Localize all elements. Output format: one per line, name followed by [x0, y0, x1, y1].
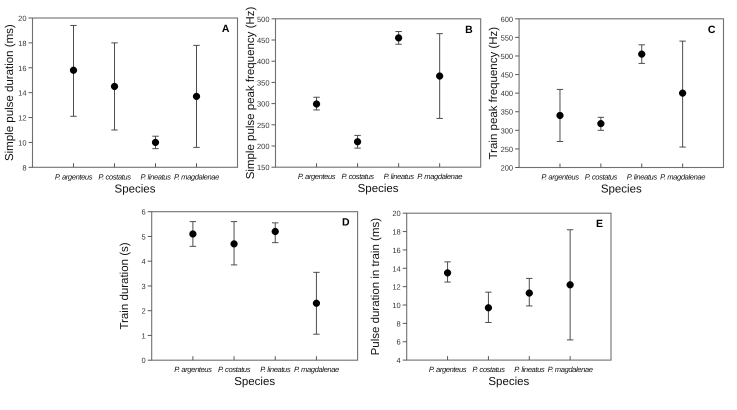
- svg-text:600: 600: [501, 15, 514, 24]
- svg-text:200: 200: [501, 164, 514, 173]
- svg-text:3: 3: [142, 282, 146, 291]
- svg-text:350: 350: [501, 108, 514, 117]
- svg-text:12: 12: [392, 283, 400, 292]
- svg-text:400: 400: [501, 89, 514, 98]
- svg-text:300: 300: [257, 100, 270, 109]
- svg-text:Simple pulse duration (ms): Simple pulse duration (ms): [4, 24, 16, 161]
- svg-text:P. costatus: P. costatus: [472, 365, 505, 374]
- svg-text:P. lineatus: P. lineatus: [627, 173, 658, 182]
- svg-text:4: 4: [397, 356, 401, 365]
- svg-text:6: 6: [142, 208, 146, 217]
- svg-text:P. argenteus: P. argenteus: [174, 365, 212, 374]
- svg-text:14: 14: [18, 89, 26, 98]
- svg-text:8: 8: [397, 319, 401, 328]
- svg-text:C: C: [708, 24, 716, 36]
- svg-text:Species: Species: [358, 183, 399, 195]
- svg-text:Train duration (s): Train duration (s): [119, 242, 131, 329]
- svg-text:1: 1: [142, 331, 146, 340]
- svg-text:14: 14: [392, 264, 400, 273]
- svg-text:P. costatus: P. costatus: [341, 172, 374, 181]
- svg-text:350: 350: [257, 78, 270, 87]
- svg-text:4: 4: [142, 257, 146, 266]
- svg-text:E: E: [596, 218, 603, 230]
- svg-text:P. costatus: P. costatus: [585, 173, 618, 182]
- svg-text:18: 18: [392, 228, 400, 237]
- svg-text:150: 150: [257, 163, 270, 172]
- svg-text:Train peak frequency (Hz): Train peak frequency (Hz): [488, 27, 500, 160]
- svg-text:400: 400: [257, 57, 270, 66]
- svg-text:P. magdalenae: P. magdalenae: [660, 173, 705, 182]
- svg-text:6: 6: [397, 338, 401, 347]
- svg-text:P. argenteus: P. argenteus: [55, 172, 93, 181]
- svg-text:0: 0: [142, 356, 146, 365]
- svg-text:P. lineatus: P. lineatus: [514, 365, 545, 374]
- svg-text:450: 450: [501, 71, 514, 80]
- svg-text:Species: Species: [601, 184, 642, 196]
- svg-text:20: 20: [392, 209, 400, 218]
- svg-text:P. argenteus: P. argenteus: [541, 173, 579, 182]
- svg-text:P. costatus: P. costatus: [218, 365, 251, 374]
- svg-text:D: D: [342, 217, 350, 229]
- svg-text:300: 300: [501, 126, 514, 135]
- svg-text:P. lineatus: P. lineatus: [384, 172, 415, 181]
- svg-text:500: 500: [257, 15, 270, 24]
- svg-text:Species: Species: [234, 376, 275, 388]
- svg-text:2: 2: [142, 307, 146, 316]
- svg-text:P. magdalenae: P. magdalenae: [417, 172, 462, 181]
- svg-text:A: A: [222, 23, 230, 35]
- svg-text:12: 12: [18, 114, 26, 123]
- svg-text:P. argenteus: P. argenteus: [298, 172, 336, 181]
- svg-text:20: 20: [18, 14, 26, 23]
- svg-text:10: 10: [18, 138, 26, 147]
- svg-text:Pulse duration in train (ms): Pulse duration in train (ms): [370, 218, 382, 356]
- svg-text:8: 8: [22, 163, 26, 172]
- svg-text:P. magdalenae: P. magdalenae: [174, 172, 219, 181]
- svg-text:5: 5: [142, 232, 146, 241]
- svg-text:Species: Species: [488, 376, 529, 388]
- svg-text:P. lineatus: P. lineatus: [260, 365, 291, 374]
- svg-text:200: 200: [257, 142, 270, 151]
- svg-text:P. magdalenae: P. magdalenae: [548, 365, 593, 374]
- svg-text:10: 10: [392, 301, 400, 310]
- svg-text:18: 18: [18, 39, 26, 48]
- svg-text:P. argenteus: P. argenteus: [429, 365, 467, 374]
- svg-text:450: 450: [257, 36, 270, 45]
- svg-text:500: 500: [501, 52, 514, 61]
- svg-text:B: B: [465, 24, 473, 36]
- svg-text:P. magdalenae: P. magdalenae: [294, 365, 339, 374]
- svg-text:550: 550: [501, 33, 514, 42]
- svg-text:250: 250: [501, 145, 514, 154]
- svg-text:250: 250: [257, 121, 270, 130]
- svg-text:Simple pulse peak frequency (H: Simple pulse peak frequency (Hz): [245, 7, 257, 180]
- svg-text:16: 16: [392, 246, 400, 255]
- svg-text:P. costatus: P. costatus: [98, 172, 131, 181]
- svg-text:P. lineatus: P. lineatus: [140, 172, 171, 181]
- svg-text:Species: Species: [115, 183, 156, 195]
- svg-text:16: 16: [18, 64, 26, 73]
